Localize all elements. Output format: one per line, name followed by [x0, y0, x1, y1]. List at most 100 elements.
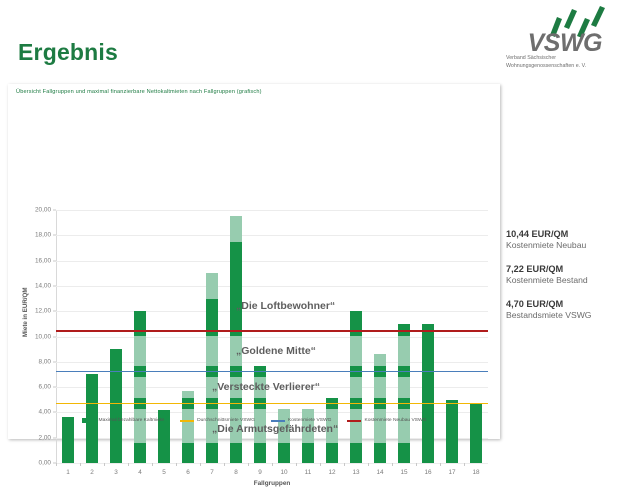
legend-line-swatch: [180, 419, 195, 422]
y-tick-label: 14,00: [35, 282, 51, 290]
bar: [422, 323, 434, 463]
vswg-logo: VSWG Verband Sächsischer Wohnungsgenosse…: [490, 5, 612, 73]
legend-bar-swatch: [81, 418, 96, 423]
gridline: [56, 285, 488, 287]
y-tick-label: 4,00: [38, 408, 51, 416]
legend-item[interactable]: Kostenmiete VSWG: [270, 418, 331, 423]
y-tick-mark: [53, 234, 56, 236]
x-tick-mark: [200, 463, 201, 466]
legend-item[interactable]: Kostenmiete Neubau VSWG: [347, 418, 426, 423]
x-tick-label: 15: [400, 469, 408, 476]
x-tick-label: 6: [186, 469, 190, 476]
legend-item[interactable]: Maximal bezahlbare Kaltmiete: [81, 418, 165, 423]
x-tick-mark: [368, 463, 369, 466]
legend-label: Durchschnittsmiete VSWG: [197, 418, 255, 423]
y-tick-label: 0,00: [38, 459, 51, 467]
bar: [62, 417, 74, 463]
logo-mark-icon: [550, 6, 605, 38]
chart-annotation: „Versteckte Verlierer“: [212, 381, 320, 394]
y-tick-mark: [53, 310, 56, 312]
legend-item[interactable]: Durchschnittsmiete VSWG: [180, 418, 255, 423]
logo-subtitle: Verband Sächsischer Wohnungsgenossenscha…: [506, 55, 602, 71]
x-tick-label: 18: [472, 469, 480, 476]
x-tick-label: 2: [90, 469, 94, 476]
gridline: [56, 361, 488, 363]
x-tick-label: 3: [114, 469, 118, 476]
gridline: [56, 260, 488, 262]
x-tick-label: 16: [424, 469, 432, 476]
y-tick-mark: [53, 209, 56, 211]
x-tick-mark: [248, 463, 249, 466]
chart-panel: Übersicht Fallgruppen und maximal finanz…: [8, 84, 500, 487]
bar-segment: [326, 443, 338, 463]
x-tick-label: 4: [138, 469, 142, 476]
x-tick-mark: [176, 463, 177, 466]
y-tick-mark: [53, 260, 56, 262]
gridline: [56, 210, 488, 211]
bar: [182, 390, 194, 463]
bar-segment: [350, 311, 362, 326]
page-title: Ergebnis: [18, 39, 119, 65]
gridline: [56, 412, 488, 414]
bar-segment: [230, 443, 242, 463]
y-tick-label: 18,00: [35, 231, 51, 239]
bar: [350, 311, 362, 463]
legend-label: Maximal bezahlbare Kaltmiete: [98, 418, 165, 423]
y-tick-mark: [53, 361, 56, 363]
gridline: [56, 311, 488, 313]
x-tick-mark: [392, 463, 393, 466]
x-tick-mark: [104, 463, 105, 466]
x-tick-mark: [344, 463, 345, 466]
bar: [302, 408, 314, 463]
y-tick-label: 6,00: [38, 383, 51, 391]
y-tick-label: 20,00: [35, 206, 51, 214]
callout-description: Kostenmiete Bestand: [506, 275, 588, 286]
bar-segment: [206, 443, 218, 463]
y-tick-label: 8,00: [38, 358, 51, 366]
x-tick-label: 13: [352, 469, 360, 476]
x-tick-mark: [464, 463, 465, 466]
reference-line: [56, 370, 488, 373]
callout: 4,70 EUR/QM Bestandsmiete VSWG: [506, 298, 618, 322]
x-tick-label: 5: [162, 469, 166, 476]
reference-line: [56, 330, 488, 332]
callout: 7,22 EUR/QM Kostenmiete Bestand: [506, 263, 618, 287]
y-tick-label: 10,00: [35, 333, 51, 340]
bar: [470, 403, 482, 463]
x-tick-mark: [272, 463, 273, 466]
x-axis-title: Fallgruppen: [253, 480, 291, 487]
chart-annotation: „Die Armutsgefährdeten“: [212, 423, 339, 436]
x-tick-mark: [296, 463, 297, 466]
plot-area: 0,00 2,00 4,00 6,00 8,00 10,00 12,00 14,00 16,00…: [35, 207, 488, 476]
callout: 10,44 EUR/QM Kostenmiete Neubau: [506, 228, 618, 252]
reference-line: [56, 402, 488, 405]
x-tick-label: 11: [304, 469, 312, 476]
callout-description: Bestandsmiete VSWG: [506, 310, 592, 321]
bar-segment: [302, 443, 314, 463]
gridline: [56, 235, 488, 237]
y-tick-mark: [53, 411, 56, 413]
bar: [134, 311, 146, 463]
x-tick-mark: [80, 463, 81, 466]
bar-segment: [278, 443, 290, 463]
y-tick-mark: [53, 336, 56, 337]
legend-line-swatch: [270, 419, 285, 422]
bar-segment: [206, 299, 218, 326]
bar: [398, 323, 410, 463]
x-tick-label: 10: [280, 469, 288, 476]
bar-segment: [374, 443, 386, 463]
x-tick-mark: [224, 463, 225, 466]
legend-line-swatch: [347, 419, 362, 422]
bar-segment: [350, 443, 362, 463]
callout-description: Kostenmiete Neubau: [506, 240, 587, 251]
y-tick-label: 12,00: [35, 307, 51, 315]
x-tick-mark: [320, 463, 321, 466]
callout-value: 7,22 EUR/QM: [506, 264, 564, 275]
y-tick-mark: [53, 386, 56, 388]
bar-segment: [230, 242, 242, 326]
x-tick-label: 8: [234, 469, 238, 476]
x-tick-label: 14: [376, 469, 384, 476]
legend-label: Kostenmiete Neubau VSWG: [364, 418, 427, 423]
bar-segment: [182, 443, 194, 463]
logo-subtitle-line1: Verband Sächsischer: [506, 55, 557, 61]
